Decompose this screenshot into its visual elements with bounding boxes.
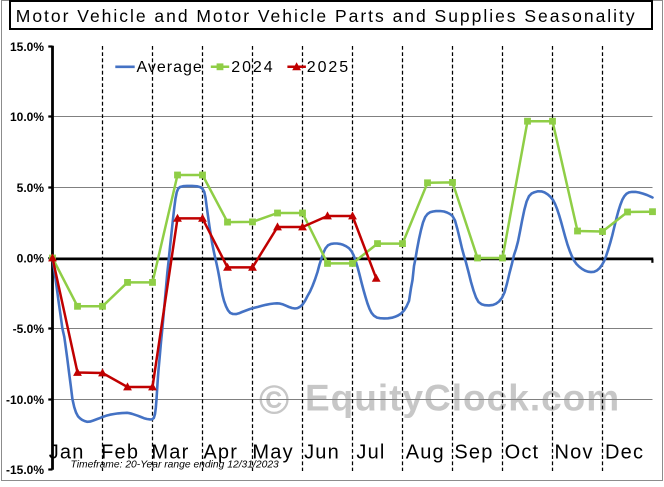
- svg-text:2024: 2024: [231, 59, 274, 76]
- svg-text:Jul: Jul: [356, 441, 385, 463]
- svg-text:-10.0%: -10.0%: [6, 393, 44, 407]
- svg-text:-15.0%: -15.0%: [6, 463, 44, 477]
- svg-text:15.0%: 15.0%: [10, 40, 44, 54]
- svg-text:Aug: Aug: [406, 441, 445, 463]
- svg-text:Motor Vehicle and Motor Vehicl: Motor Vehicle and Motor Vehicle Parts an…: [16, 6, 637, 26]
- svg-text:Feb: Feb: [101, 441, 139, 463]
- svg-text:May: May: [252, 441, 293, 463]
- svg-text:Sep: Sep: [454, 441, 493, 463]
- svg-text:EquityClock.com: EquityClock.com: [305, 378, 620, 419]
- svg-text:Jun: Jun: [304, 441, 340, 463]
- svg-text:Average: Average: [137, 59, 203, 76]
- svg-text:Mar: Mar: [151, 441, 189, 463]
- svg-text:0.0%: 0.0%: [17, 252, 45, 266]
- svg-text:10.0%: 10.0%: [10, 110, 44, 124]
- svg-text:Jan: Jan: [49, 441, 85, 463]
- svg-text:Nov: Nov: [555, 441, 594, 463]
- svg-text:Dec: Dec: [605, 441, 644, 463]
- svg-text:2025: 2025: [307, 59, 350, 76]
- svg-text:Oct: Oct: [505, 441, 540, 463]
- svg-text:-5.0%: -5.0%: [13, 322, 45, 336]
- svg-text:5.0%: 5.0%: [17, 181, 45, 195]
- svg-text:Timeframe: 20-Year range endin: Timeframe: 20-Year range ending 12/31/20…: [71, 460, 280, 471]
- svg-text:Apr: Apr: [203, 441, 238, 463]
